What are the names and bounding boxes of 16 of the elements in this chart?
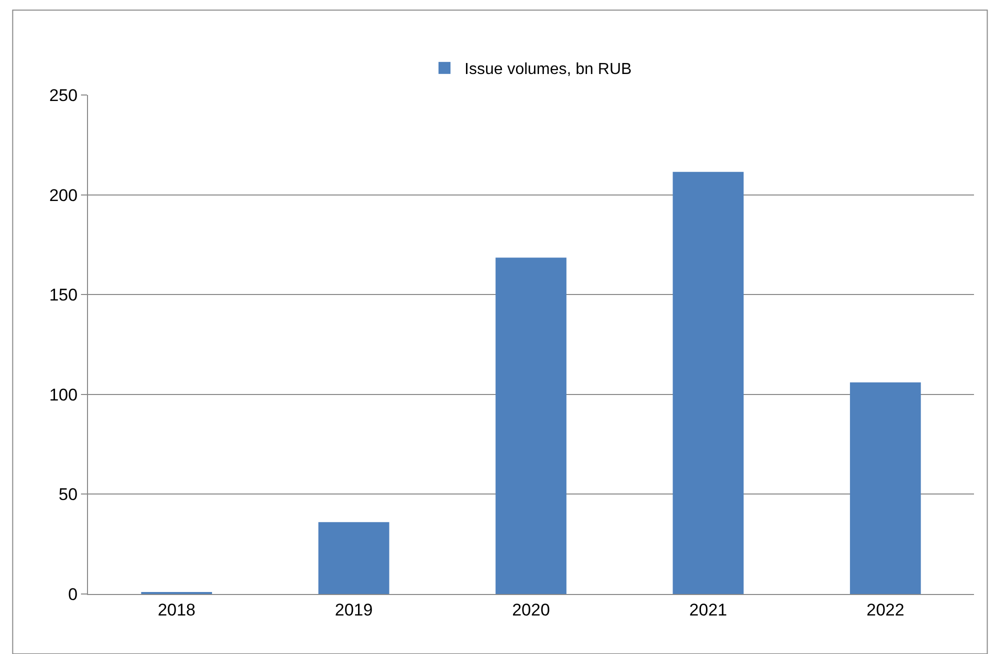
y-tick-label: 50 bbox=[58, 485, 78, 504]
bar bbox=[496, 258, 566, 594]
bar bbox=[318, 522, 390, 594]
y-tick-label: 150 bbox=[49, 286, 78, 305]
bar bbox=[672, 172, 744, 594]
x-tick-label: 2022 bbox=[866, 600, 904, 620]
bar bbox=[850, 382, 921, 594]
y-tick-label: 100 bbox=[49, 385, 78, 404]
x-tick-label: 2020 bbox=[512, 600, 550, 620]
y-tick-label: 0 bbox=[68, 584, 78, 604]
x-tick-label: 2021 bbox=[689, 600, 728, 620]
y-tick-label: 250 bbox=[49, 86, 78, 105]
x-tick-label: 2018 bbox=[158, 600, 196, 620]
y-tick-label: 200 bbox=[49, 186, 78, 205]
x-tick-label: 2019 bbox=[334, 600, 373, 620]
legend-label: Issue volumes, bn RUB bbox=[464, 61, 632, 78]
